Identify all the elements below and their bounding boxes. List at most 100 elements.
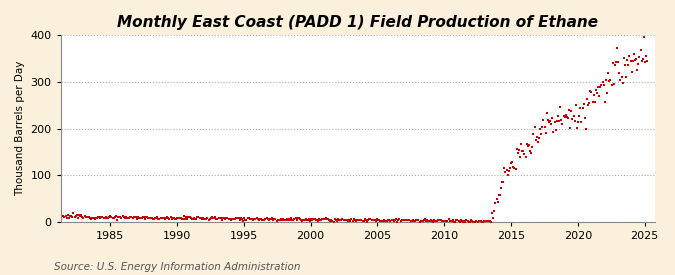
Point (63, 213, 74, 218)
Point (433, 218, 444, 222)
Point (451, 218, 462, 222)
Point (410, 219, 421, 223)
Point (392, 219, 402, 224)
Point (251, 216, 262, 221)
Point (306, 217, 317, 221)
Point (464, 219, 475, 224)
Point (620, 75, 631, 79)
Point (568, 114, 579, 118)
Point (498, 180, 509, 184)
Point (239, 216, 250, 221)
Point (630, 58, 641, 62)
Point (384, 218, 395, 222)
Point (310, 218, 321, 222)
Point (603, 71, 614, 76)
Point (238, 218, 248, 223)
Point (548, 130, 559, 134)
Point (92, 215, 103, 219)
Point (593, 85, 603, 89)
Point (375, 219, 386, 224)
Point (99, 216, 110, 220)
Point (143, 216, 154, 220)
Point (337, 217, 348, 221)
Point (237, 216, 248, 221)
Point (472, 219, 483, 224)
Point (537, 125, 547, 130)
Point (531, 138, 541, 142)
Point (142, 214, 153, 219)
Point (115, 215, 126, 219)
Point (357, 219, 368, 223)
Point (516, 142, 526, 146)
Point (193, 215, 204, 219)
Point (214, 216, 225, 220)
Point (440, 219, 451, 223)
Point (633, 62, 644, 66)
Point (632, 68, 643, 72)
Point (564, 108, 574, 112)
Point (613, 60, 624, 64)
Point (212, 217, 223, 221)
Point (402, 218, 412, 222)
Point (446, 218, 456, 223)
Point (495, 193, 506, 197)
Point (626, 70, 637, 75)
Point (421, 218, 431, 223)
Point (522, 144, 533, 148)
Point (87, 216, 98, 221)
Point (227, 216, 238, 221)
Point (241, 218, 252, 222)
Point (333, 217, 344, 221)
Point (555, 105, 566, 110)
Point (562, 115, 572, 119)
Point (497, 180, 508, 184)
Point (366, 218, 377, 222)
Point (587, 100, 598, 104)
Point (215, 216, 226, 220)
Point (90, 215, 101, 220)
Point (437, 219, 448, 223)
Point (136, 216, 147, 220)
Point (584, 100, 595, 105)
Point (296, 217, 306, 222)
Point (253, 218, 264, 222)
Point (113, 215, 124, 219)
Point (570, 103, 581, 108)
Point (307, 218, 318, 222)
Point (347, 219, 358, 223)
Point (118, 214, 129, 219)
Point (608, 61, 618, 66)
Point (109, 215, 120, 220)
Point (140, 217, 151, 221)
Point (429, 218, 439, 222)
Point (493, 192, 504, 197)
Point (387, 218, 398, 222)
Point (446, 219, 457, 223)
Point (174, 216, 185, 221)
Point (418, 217, 429, 222)
Point (499, 166, 510, 170)
Point (80, 214, 91, 219)
Point (543, 118, 554, 122)
Point (263, 218, 274, 222)
Point (150, 216, 161, 220)
Point (374, 217, 385, 222)
Point (420, 217, 431, 221)
Point (186, 216, 197, 221)
Point (524, 143, 535, 147)
Point (574, 114, 585, 118)
Point (294, 216, 304, 221)
Point (277, 218, 288, 222)
Point (61, 216, 72, 220)
Point (220, 216, 231, 221)
Point (286, 216, 296, 221)
Point (396, 218, 407, 222)
Point (301, 217, 312, 222)
Point (434, 218, 445, 222)
Point (127, 215, 138, 220)
Point (620, 63, 630, 68)
Point (478, 219, 489, 224)
Point (72, 213, 82, 217)
Point (504, 166, 515, 170)
Point (106, 215, 117, 219)
